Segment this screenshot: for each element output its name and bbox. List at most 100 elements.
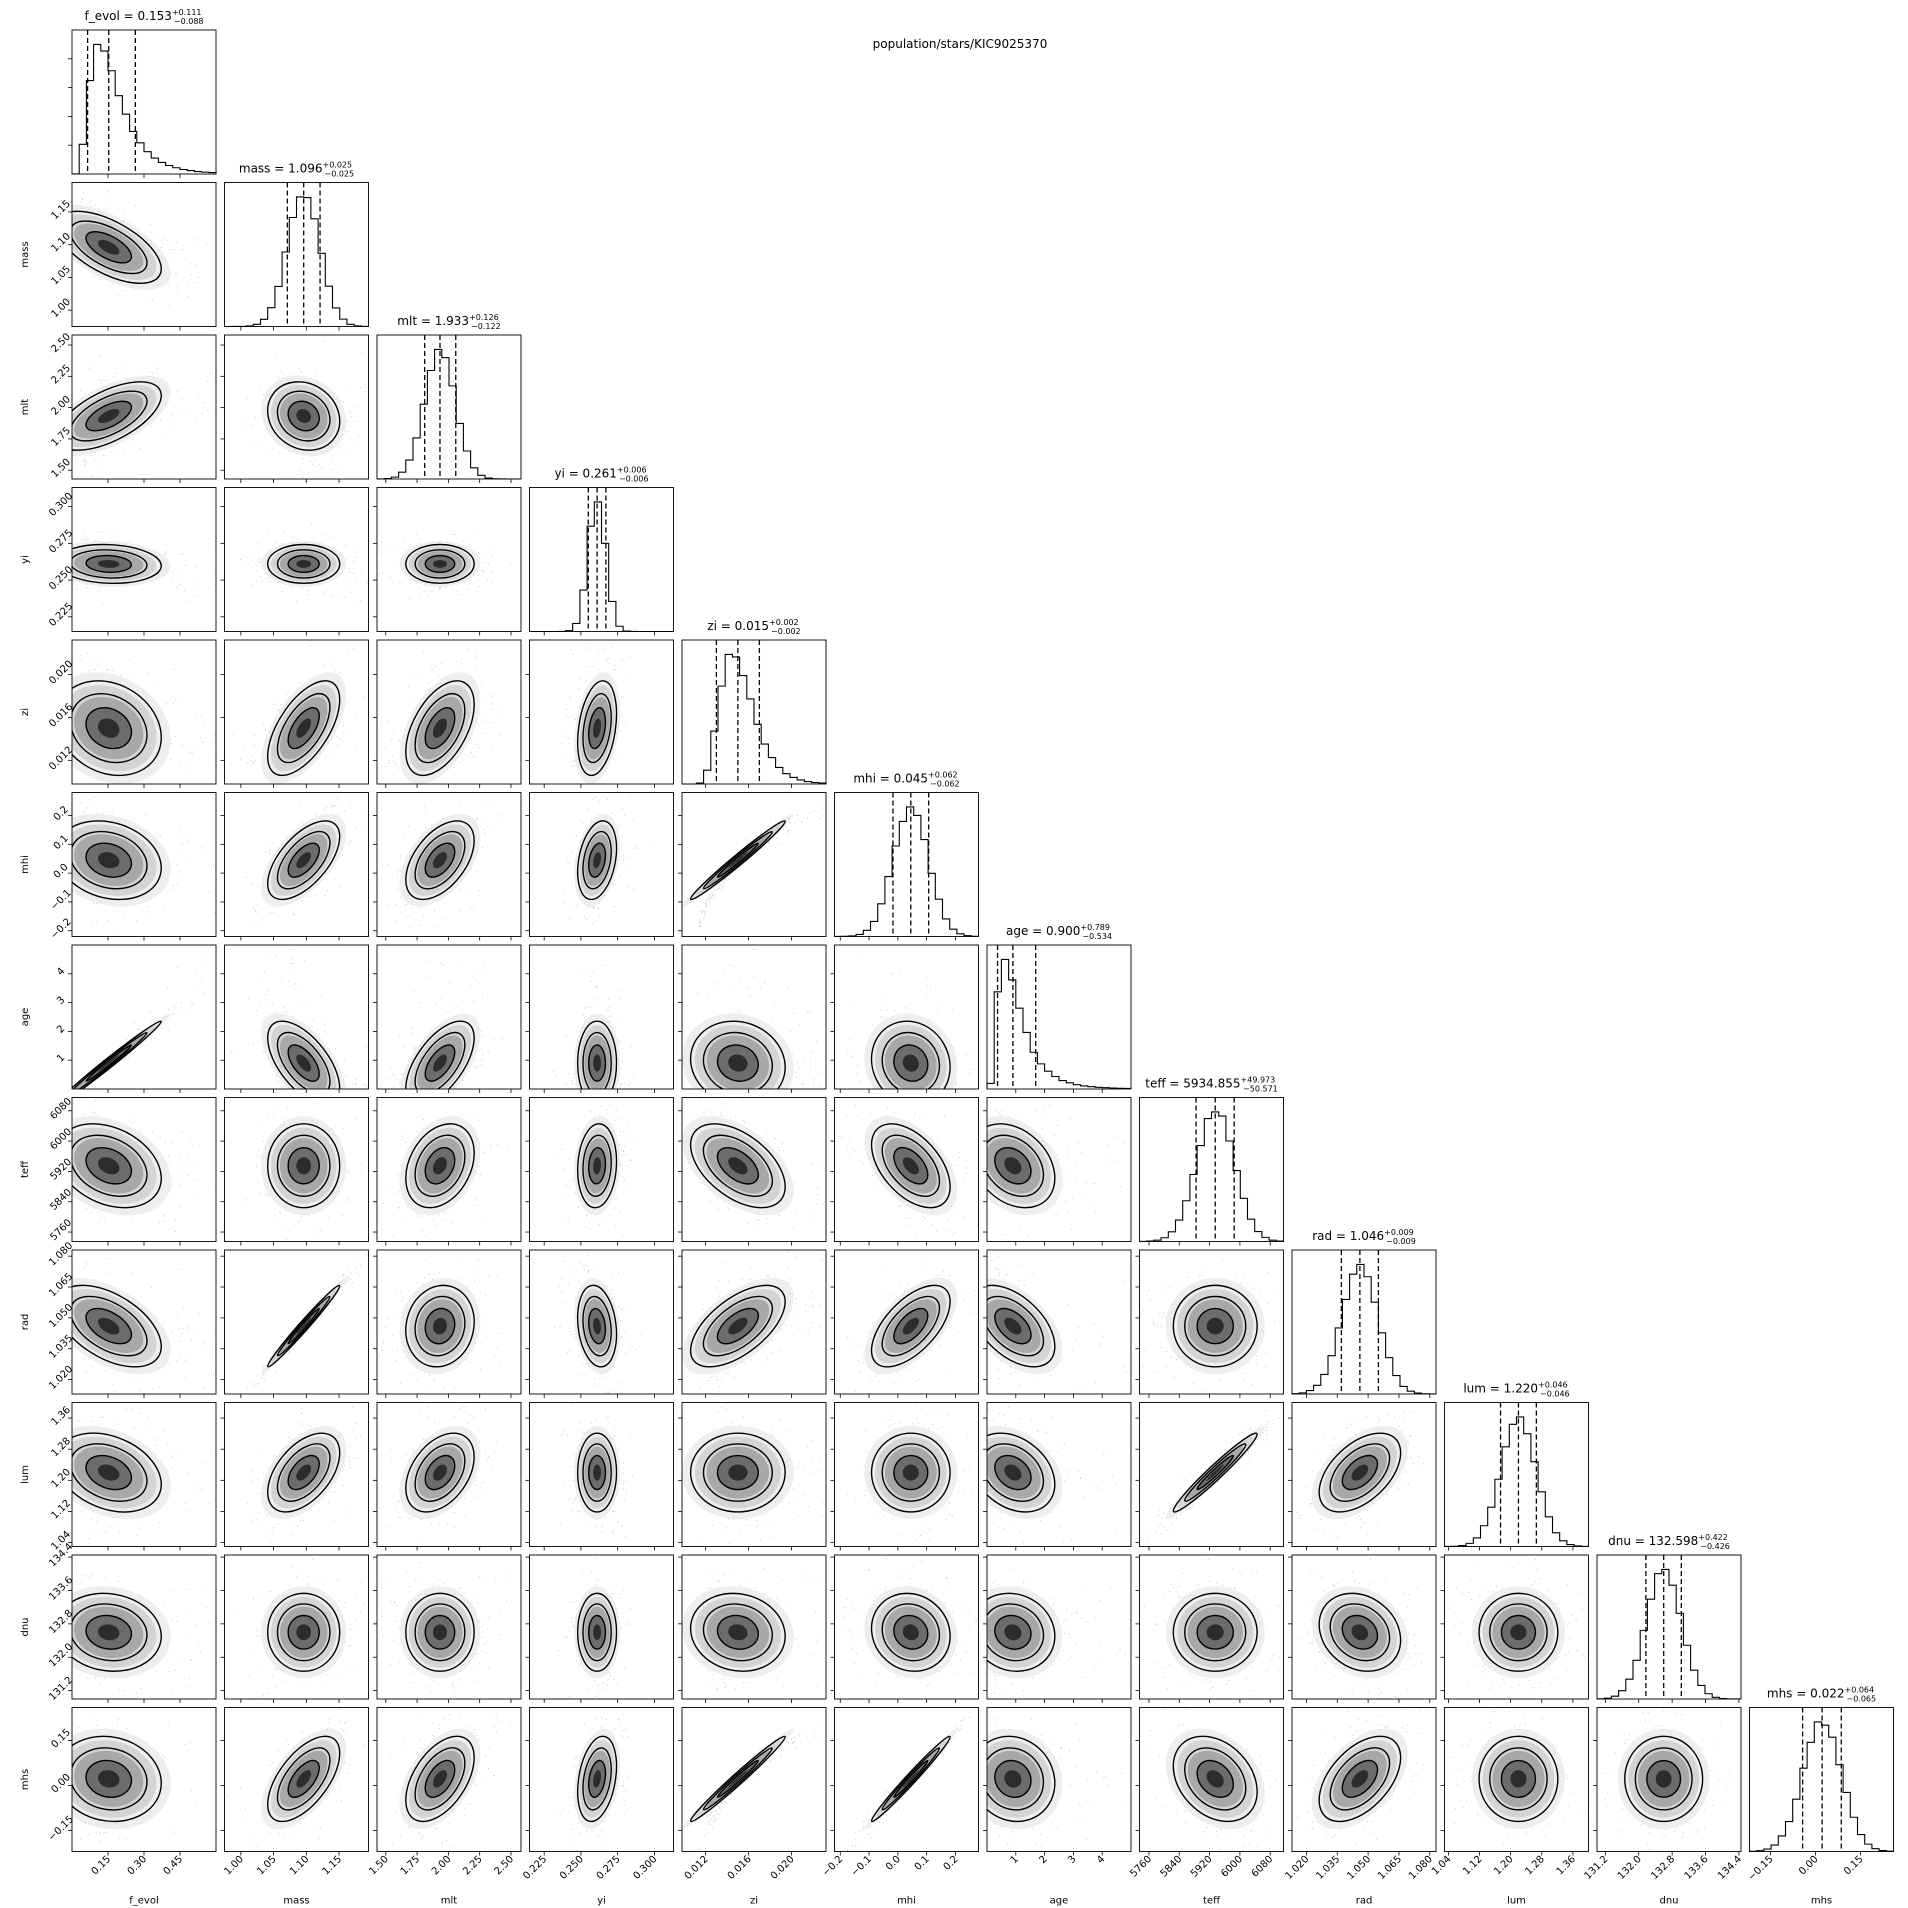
y-axis-label-mhs: mhs [20,1769,31,1790]
panel-frame [1291,1554,1437,1700]
contour-1 [702,1603,773,1662]
contour-0 [576,1284,618,1368]
contour-2 [716,1454,760,1491]
y-axis-label-dnu: dnu [20,1617,31,1636]
histogram-dnu [1596,1568,1742,1700]
contour-0 [266,1735,341,1823]
panel-mhi-vs-mhi: mhi = 0.045+0.062 −0.062 [833,771,980,941]
contour-0 [689,1123,786,1209]
contour-1 [414,1443,466,1502]
contour-1 [582,1603,612,1662]
contour-1 [1489,1747,1548,1811]
panel-content [559,1713,629,1852]
contour-0 [576,1020,618,1089]
contour-2 [85,842,133,878]
contour-2 [424,707,456,750]
contour-0 [689,1592,786,1672]
contour-1 [987,1747,1045,1811]
panel-content [377,648,503,784]
contour-1 [72,830,148,890]
contour-0 [267,1020,341,1089]
panel-frame [986,1554,1132,1700]
marginal-title-f_evol: f_evol = 0.153+0.111 −0.088 [84,8,203,26]
contour-1 [72,1603,148,1662]
density-level-4 [902,1317,919,1335]
contour-0 [870,1020,951,1089]
panel-frame [224,182,369,327]
y-axis-label-age: age [20,1008,31,1027]
panel-content [1143,1558,1281,1691]
contour-1 [702,1031,773,1089]
panel-lum-vs-lum: lum = 1.220+0.046 −0.046 [1443,1381,1590,1551]
panel-frame [224,1554,369,1700]
contour-2 [85,1454,133,1491]
density-level-4 [1206,1624,1224,1641]
panel-dnu-vs-lum [1440,1554,1589,1703]
panel-content [834,1097,967,1236]
contour-0 [72,1123,162,1209]
panel-dnu-vs-age [983,1554,1132,1703]
marginal-title-yi: yi = 0.261+0.006 −0.006 [554,466,648,484]
panel-content [1292,1707,1423,1847]
contour-0 [870,1432,951,1513]
density-level-4 [432,1317,447,1335]
panel-content [558,1557,632,1699]
histogram-mlt [376,348,521,480]
panel-frame [529,639,674,785]
contour-1 [72,220,148,275]
contour-1 [276,1031,331,1089]
panel-frame [834,1707,979,1852]
contour-2 [85,1307,133,1345]
contour-0 [576,1123,618,1209]
density-level-4 [432,559,447,568]
panel-frame [224,944,369,1090]
contour-1 [582,830,612,890]
marginal-title-lum: lum = 1.220+0.046 −0.046 [1463,1381,1569,1399]
panel-frame [1139,1707,1284,1852]
contour-2 [716,1614,759,1650]
contour-0 [870,1592,951,1672]
panel-mlt-vs-mlt: mlt = 1.933+0.126 −0.122 [376,313,522,483]
contour-0 [405,1432,475,1513]
histogram-age [986,958,1132,1090]
panel-yi-vs-mass [220,487,369,636]
panel-frame [529,487,674,632]
contour-1 [987,1603,1045,1662]
contour-1 [702,1134,773,1197]
contour-2 [716,1146,759,1185]
density-level-4 [432,1624,447,1641]
density-level-4 [432,718,447,738]
contour-0 [405,1592,475,1672]
panel-rad-vs-zi [678,1249,827,1398]
density-level-4 [1510,1770,1527,1788]
contour-1 [1184,1747,1247,1811]
density-level-4 [296,852,312,869]
contour-0 [689,820,786,901]
density-level-4 [97,239,120,255]
panel-frame [1291,1402,1437,1547]
panel-age-vs-mlt [373,944,522,1093]
contour-2 [287,1146,320,1185]
panel-frame [1139,1402,1284,1547]
contour-1 [881,1134,941,1197]
contour-2 [1500,1759,1537,1798]
panel-frame [681,792,827,937]
panel-content [72,355,216,477]
panel-mhi-vs-zi [678,792,827,941]
contour-0 [266,820,341,901]
panel-frame [529,1249,674,1395]
contour-0 [266,1284,341,1368]
contour-2 [287,707,320,750]
panel-frame [376,1402,522,1547]
panel-content [240,524,369,606]
panel-rad-vs-age [983,1249,1132,1398]
panel-rad-vs-mlt [373,1249,522,1398]
contour-2 [85,707,133,750]
density-level-4 [593,852,602,869]
contour-1 [72,390,148,442]
panel-frame [681,944,827,1090]
